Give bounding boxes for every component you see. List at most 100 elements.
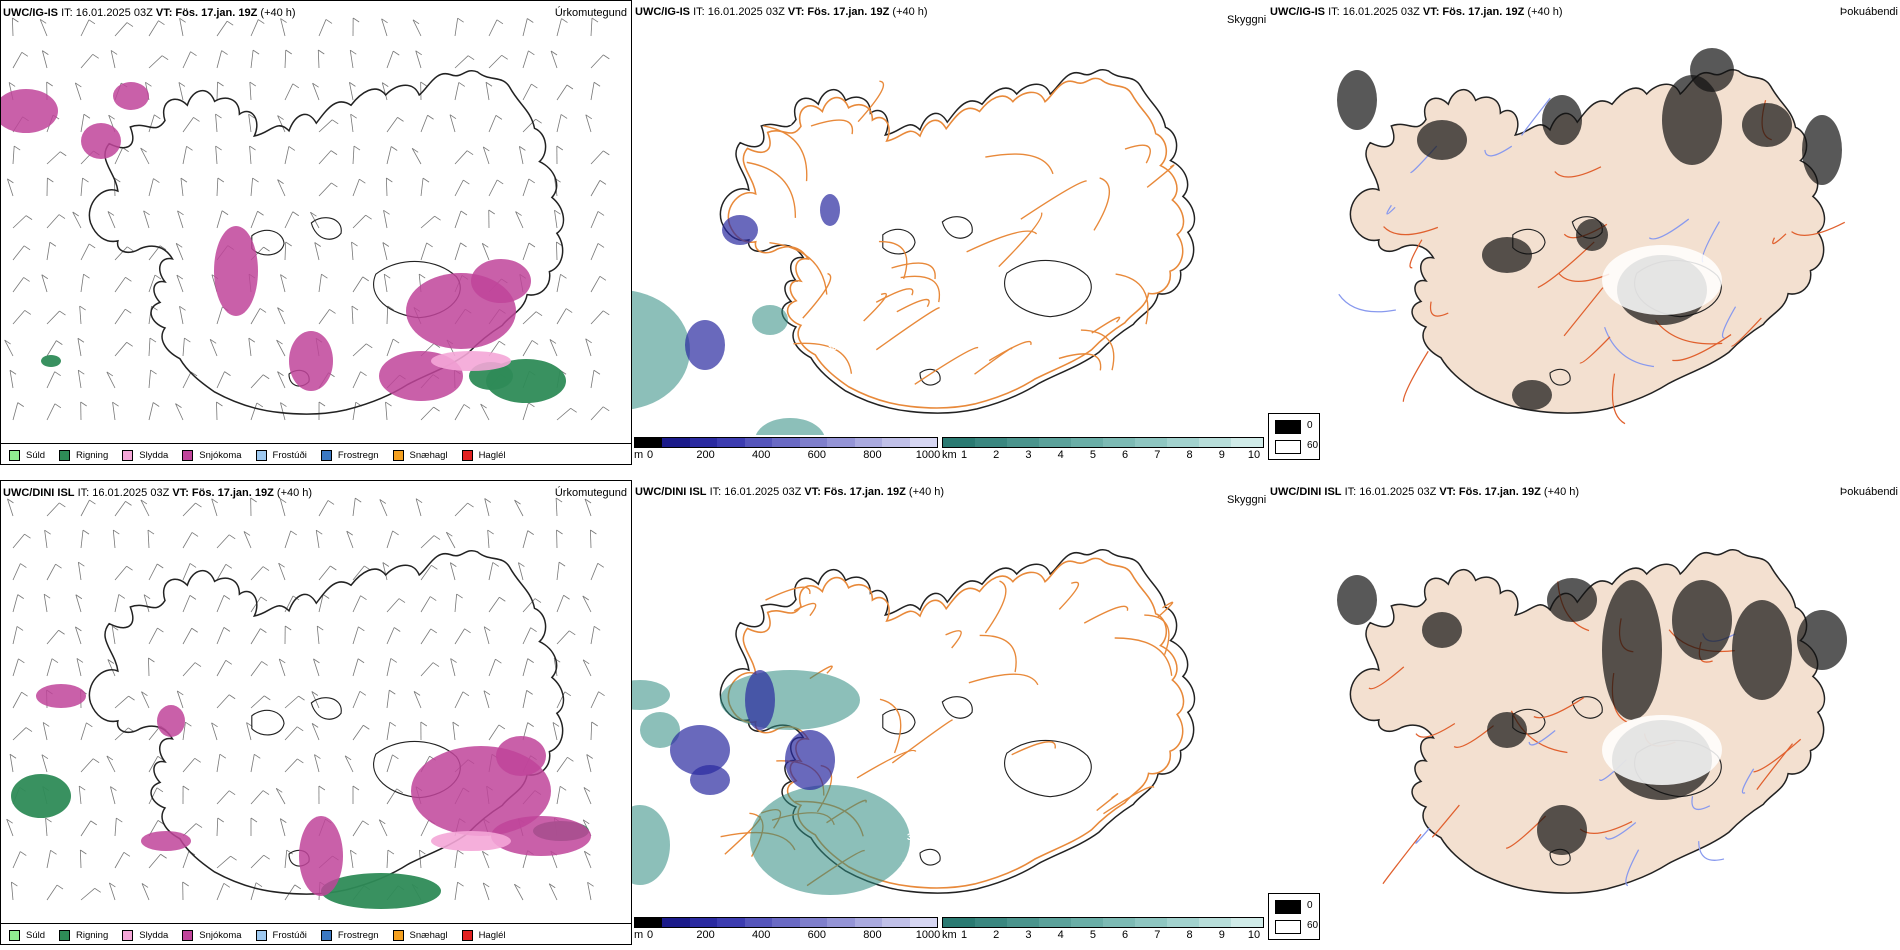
colorbar-step	[744, 918, 773, 927]
fog-legend-label: 60	[1307, 920, 1319, 931]
wind-barb-flag	[583, 787, 591, 792]
colorbar-step	[1007, 918, 1039, 927]
wind-barb-flag	[290, 530, 297, 536]
wind-barb-flag	[418, 273, 426, 279]
wind-barb-flag	[161, 55, 169, 61]
wind-barb	[352, 498, 356, 517]
wind-barb-flag	[389, 721, 397, 727]
road	[1157, 601, 1174, 618]
wind-barb-flag	[25, 215, 33, 220]
road	[1058, 353, 1102, 371]
wind-barb	[522, 402, 529, 421]
wind-barb	[313, 658, 320, 677]
wind-barb-flag	[193, 117, 200, 122]
wind-barb	[249, 146, 252, 165]
wind-barb	[114, 308, 126, 325]
wind-barb-flag	[258, 19, 265, 24]
ring-road	[727, 77, 1185, 409]
colorbar-step	[1007, 438, 1039, 447]
colorbar-step	[717, 918, 745, 927]
wind-barb	[12, 277, 24, 293]
wind-barb-flag	[383, 273, 391, 279]
wind-barb-flag	[217, 81, 224, 87]
wind-barb-flag	[496, 179, 504, 185]
wind-barb	[518, 146, 524, 165]
wind-barb	[75, 626, 82, 645]
wind-barb	[148, 657, 150, 677]
wind-barb	[6, 819, 14, 837]
wind-barb-flag	[243, 531, 251, 536]
wind-barb	[352, 343, 367, 357]
wind-barb-flag	[350, 849, 357, 855]
colorbar-tick: 400	[752, 449, 771, 461]
colorbar-step	[1231, 918, 1263, 927]
wind-barb	[12, 851, 21, 869]
wind-barb-flag	[298, 695, 305, 701]
road	[802, 272, 832, 319]
valid-time: VT: Fös. 17.jan. 19Z	[787, 6, 890, 18]
wind-barb	[383, 210, 388, 229]
wind-barb	[148, 402, 154, 421]
legend-swatch	[182, 929, 194, 941]
wind-barb-flag	[80, 849, 87, 855]
fog-legend-swatch	[1275, 920, 1301, 934]
road	[1096, 793, 1119, 812]
wind-barb	[454, 850, 458, 869]
wind-barb	[556, 786, 561, 805]
colorbar-tick: 800	[863, 929, 882, 941]
colorbar-step	[635, 918, 663, 927]
wind-barb	[352, 595, 361, 613]
legend-label: Haglél	[478, 449, 506, 461]
wind-barb	[352, 626, 359, 645]
wind-barb	[590, 18, 593, 37]
wind-barb	[216, 81, 218, 101]
init-time: IT: 16.01.2025 03Z	[693, 6, 785, 18]
colorbar-step	[827, 918, 855, 927]
wind-barb-flag	[195, 502, 202, 508]
wind-barb	[351, 306, 354, 325]
road	[1115, 273, 1149, 325]
wind-barb-flag	[597, 211, 605, 216]
legend-swatch	[122, 449, 134, 461]
wind-barb-flag	[141, 691, 148, 696]
wind-barb	[488, 597, 500, 613]
wind-barb-flag	[411, 147, 419, 153]
wind-barb	[178, 82, 184, 101]
wind-barb-flag	[534, 598, 542, 603]
wind-barb	[420, 178, 424, 197]
colorbar-tick: 600	[807, 449, 826, 461]
wind-barb	[216, 178, 219, 197]
wind-barb	[522, 690, 528, 709]
river	[1604, 822, 1637, 840]
wind-barb-flag	[182, 881, 189, 887]
wind-barb-flag	[527, 18, 534, 23]
wind-barb-flag	[219, 753, 227, 759]
coastline	[719, 69, 1196, 414]
wind-barb	[140, 147, 150, 165]
wind-barb-flag	[483, 690, 491, 696]
wind-barb-flag	[223, 595, 231, 600]
fog-area	[1802, 115, 1842, 185]
road	[1772, 233, 1787, 245]
wind-barb-flag	[46, 81, 53, 87]
wind-barb-flag	[54, 403, 62, 409]
legend-item: Frostúði	[255, 449, 307, 461]
wind-barb-flag	[603, 310, 610, 316]
wind-barb	[12, 563, 21, 581]
init-time: IT: 16.01.2025 03Z	[1344, 486, 1437, 498]
wind-barb-flag	[382, 242, 390, 247]
colorbar-tick: 1000	[915, 929, 941, 941]
wind-barb-flag	[422, 177, 430, 183]
wind-barb-flag	[387, 849, 395, 855]
legend-label: Frostúði	[272, 449, 307, 461]
wind-barb-flag	[597, 243, 605, 248]
visibility-value: 40	[692, 232, 702, 242]
road	[1672, 334, 1732, 362]
wind-barb-flag	[598, 691, 605, 697]
wind-barb	[114, 695, 129, 709]
wind-barb-flag	[311, 723, 319, 728]
wind-barb	[41, 754, 48, 773]
visibility-value: 38	[827, 342, 837, 352]
river	[1415, 827, 1431, 844]
wind-barb	[556, 274, 561, 293]
